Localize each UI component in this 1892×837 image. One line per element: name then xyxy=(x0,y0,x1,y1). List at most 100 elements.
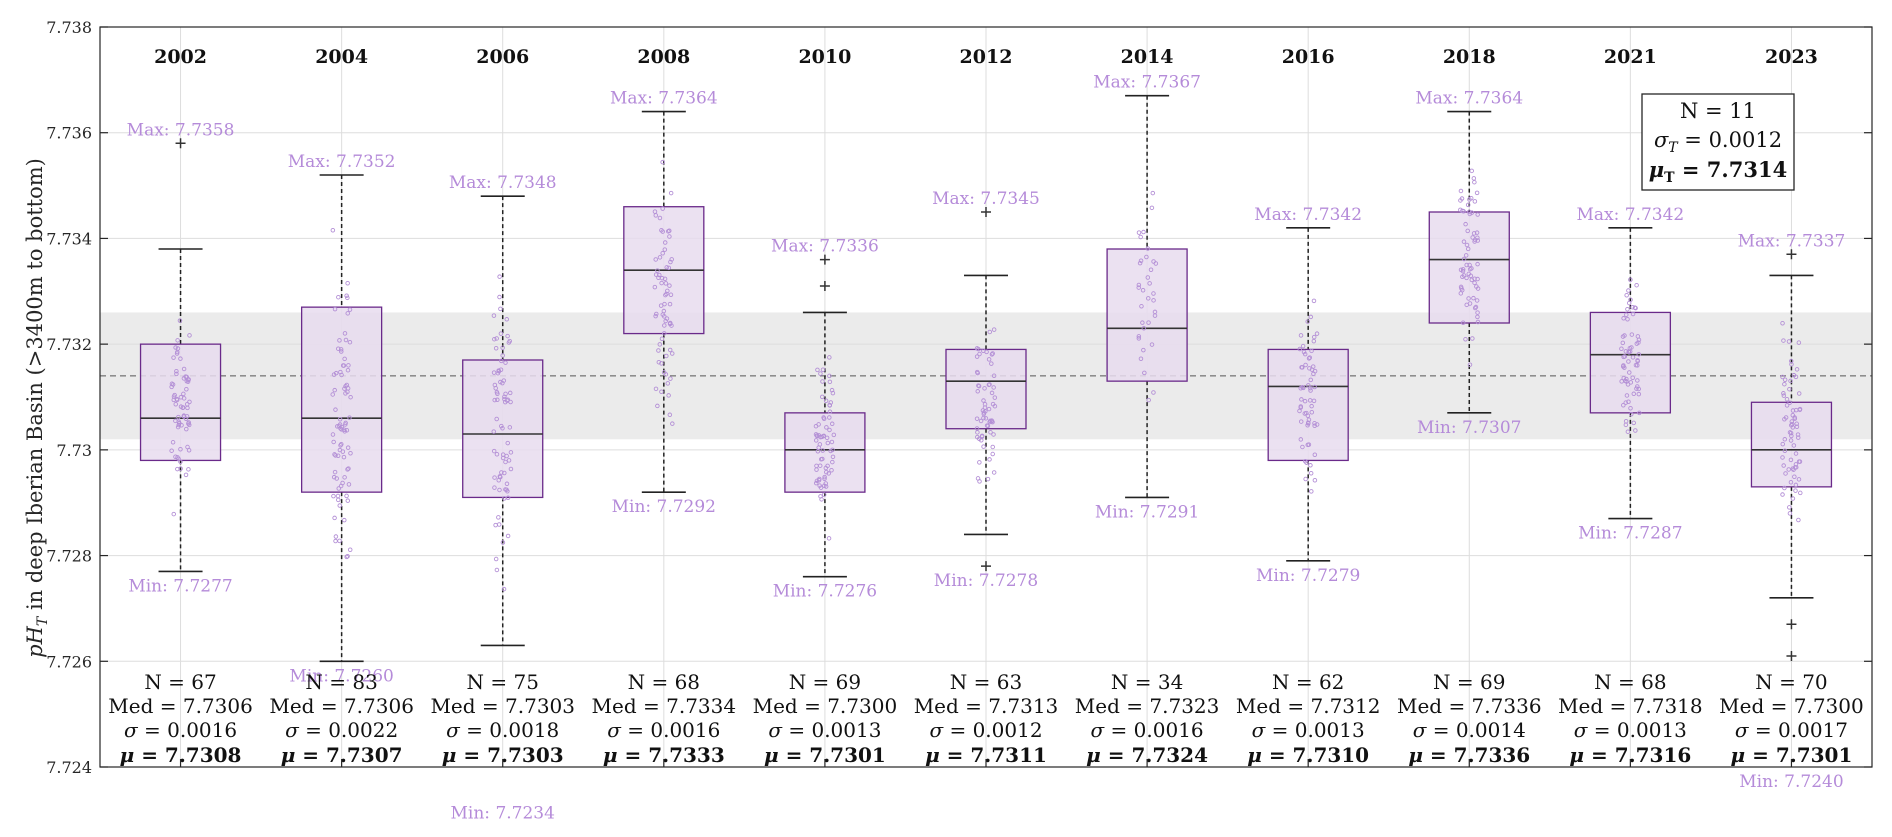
data-point xyxy=(1619,379,1624,384)
data-point xyxy=(661,314,667,319)
data-point xyxy=(1471,231,1477,236)
outlier-marker xyxy=(1786,619,1797,630)
data-point xyxy=(184,401,190,407)
y-tick-label: 7.732 xyxy=(46,335,92,354)
data-point xyxy=(653,272,659,277)
data-point xyxy=(815,367,820,373)
data-point xyxy=(1621,403,1626,408)
data-point xyxy=(187,399,192,405)
data-point xyxy=(829,387,835,393)
stat-n: N = 83 xyxy=(305,670,377,694)
data-point xyxy=(662,247,668,252)
min-label: Min: 7.7276 xyxy=(773,582,877,602)
data-point xyxy=(1306,356,1312,361)
data-point xyxy=(990,444,995,450)
data-point xyxy=(175,338,180,343)
data-point xyxy=(1633,362,1639,368)
data-point xyxy=(1141,229,1146,235)
max-label: Max: 7.7352 xyxy=(288,152,396,172)
data-point xyxy=(667,347,673,353)
data-point xyxy=(817,476,822,482)
stat-n: N = 70 xyxy=(1755,670,1827,694)
stat-mu: μ = 7.7336 xyxy=(1408,743,1530,767)
data-point xyxy=(823,481,828,486)
data-point xyxy=(1629,345,1634,350)
stat-median: Med = 7.7336 xyxy=(1397,694,1542,718)
data-point xyxy=(989,361,994,366)
data-point xyxy=(823,398,829,403)
data-point xyxy=(1633,428,1638,433)
data-point xyxy=(659,389,664,395)
data-point xyxy=(187,333,192,338)
data-point xyxy=(1299,365,1304,370)
data-point xyxy=(820,448,825,453)
data-point xyxy=(662,276,668,282)
data-point xyxy=(338,483,344,489)
data-point xyxy=(986,357,992,362)
data-point xyxy=(176,414,181,420)
data-point xyxy=(503,487,508,492)
box-iqr xyxy=(1589,311,1672,414)
stat-median: Med = 7.7306 xyxy=(269,694,414,718)
stat-sigma: σ = 0.0013 xyxy=(1574,718,1687,742)
data-point xyxy=(1798,490,1803,496)
min-label: Min: 7.7240 xyxy=(1739,772,1843,792)
data-point xyxy=(992,403,998,409)
data-point xyxy=(657,215,663,221)
data-point xyxy=(337,503,342,508)
stat-mu: μ = 7.7303 xyxy=(442,743,564,767)
data-point xyxy=(1465,246,1471,252)
data-point xyxy=(1788,378,1793,384)
data-point xyxy=(829,439,835,445)
data-point xyxy=(986,382,992,388)
data-point xyxy=(345,553,350,559)
data-point xyxy=(502,470,507,476)
data-point xyxy=(345,280,350,286)
data-point xyxy=(505,533,511,539)
data-point xyxy=(653,386,659,392)
data-point xyxy=(1793,482,1799,488)
data-point xyxy=(1139,304,1144,309)
data-point xyxy=(991,470,997,475)
data-point xyxy=(1460,267,1466,272)
summary-mu: μT = 7.7314 xyxy=(1649,157,1787,186)
data-point xyxy=(330,392,335,397)
data-point xyxy=(1784,403,1790,408)
min-label: Min: 7.7278 xyxy=(934,571,1038,591)
data-point xyxy=(344,427,350,433)
data-point xyxy=(332,387,337,393)
data-point xyxy=(974,426,980,431)
stat-median: Med = 7.7300 xyxy=(1719,694,1864,718)
data-point xyxy=(507,390,513,396)
data-point xyxy=(333,534,339,539)
data-point xyxy=(335,453,341,459)
data-point xyxy=(824,425,829,430)
data-point xyxy=(665,229,671,234)
data-point xyxy=(1304,460,1309,465)
data-point xyxy=(824,435,830,441)
year-label: 2023 xyxy=(1765,46,1818,68)
stat-sigma: σ = 0.0017 xyxy=(1735,718,1848,742)
data-point xyxy=(819,434,825,440)
data-point xyxy=(1467,362,1473,367)
data-point xyxy=(667,321,673,326)
data-point xyxy=(990,351,995,356)
data-point xyxy=(181,396,187,401)
stat-mu: μ = 7.7311 xyxy=(925,743,1047,767)
data-point xyxy=(827,373,832,379)
data-point xyxy=(1302,351,1308,357)
data-point xyxy=(340,449,346,454)
stat-sigma: σ = 0.0016 xyxy=(607,718,720,742)
stat-n: N = 63 xyxy=(950,670,1022,694)
data-point xyxy=(348,450,353,456)
stat-mu: μ = 7.7310 xyxy=(1247,743,1369,767)
data-point xyxy=(1791,467,1796,472)
data-point xyxy=(500,455,506,461)
data-point xyxy=(992,395,998,400)
data-point xyxy=(178,459,183,464)
data-point xyxy=(1469,168,1474,174)
data-point xyxy=(175,424,181,430)
data-point xyxy=(1151,291,1156,296)
